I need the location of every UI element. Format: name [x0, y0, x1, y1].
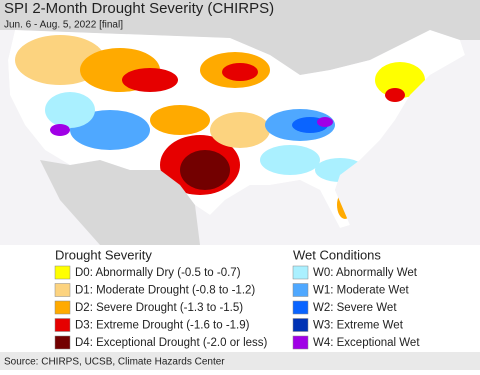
legend-panel	[0, 245, 480, 352]
legend-swatch	[54, 300, 71, 315]
legend-label: W4: Exceptional Wet	[313, 337, 420, 349]
legend-swatch	[54, 335, 71, 350]
legend-label: W3: Extreme Wet	[313, 320, 404, 332]
mexico	[40, 160, 200, 245]
legend-label: W0: Abnormally Wet	[313, 267, 418, 279]
legend-label: W1: Moderate Wet	[313, 285, 409, 297]
legend-label: D3: Extreme Drought (-1.6 to -1.9)	[75, 320, 250, 332]
legend-swatch	[54, 318, 71, 332]
map-subtitle: Jun. 6 - Aug. 5, 2022 [final]	[4, 20, 123, 31]
map-title: SPI 2-Month Drought Severity (CHIRPS)	[4, 0, 274, 17]
legend-swatch	[292, 335, 309, 350]
drought-map	[8, 30, 465, 228]
legend-label: D4: Exceptional Drought (-2.0 or less)	[75, 337, 268, 349]
legend-label: D0: Abnormally Dry (-0.5 to -0.7)	[75, 267, 241, 279]
legend-label: W2: Severe Wet	[313, 302, 397, 314]
legend-swatch	[54, 265, 71, 280]
source: Source: CHIRPS, UCSB, Climate Hazards Ce…	[4, 357, 225, 368]
legend-items: D0: Abnormally Dry (-0.5 to -0.7) D1: Mod…	[54, 265, 420, 350]
legend-label: D2: Severe Drought (-1.3 to -1.5)	[75, 302, 243, 314]
legend-title: Drought Severity	[55, 247, 152, 262]
legend-title: Wet Conditions	[293, 247, 381, 262]
legend-swatch	[292, 318, 309, 332]
legend-swatch	[292, 265, 309, 280]
legend-swatch	[292, 283, 309, 297]
source-bar	[0, 352, 480, 370]
legend-swatch	[54, 283, 71, 297]
legend-swatch	[292, 300, 309, 315]
legend-label: D1: Moderate Drought (-0.8 to -1.2)	[75, 285, 255, 297]
canada	[0, 0, 480, 75]
